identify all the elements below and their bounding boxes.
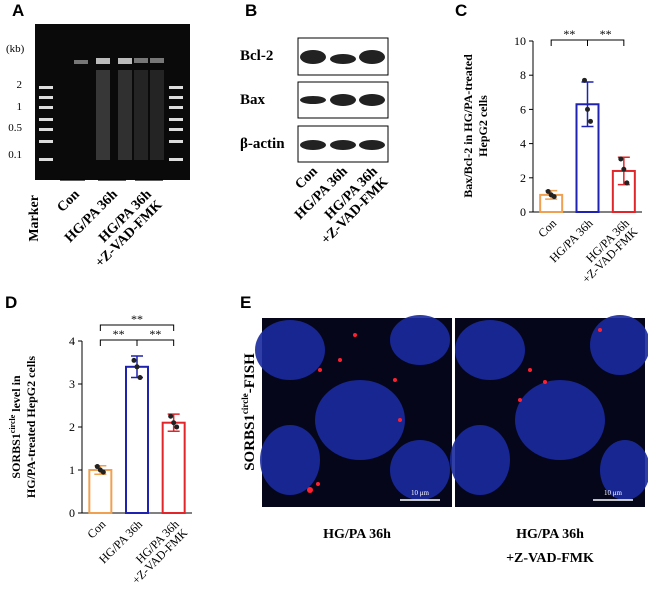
data-point — [618, 156, 624, 162]
protein-label: β-actin — [240, 136, 285, 152]
significance-label: ** — [149, 327, 161, 341]
lane-label: Marker — [27, 195, 42, 242]
data-point — [582, 77, 587, 83]
y-tick-label: 6 — [520, 102, 526, 116]
size-label: 0.5 — [8, 122, 22, 134]
significance-bracket — [136, 339, 175, 346]
y-tick-label: 3 — [69, 377, 75, 391]
y-label-part: SORBS1 — [9, 433, 23, 478]
y-tick-label: 0 — [520, 205, 526, 219]
data-point — [137, 375, 143, 381]
caption: HG/PA 36h +Z-VAD-FMK — [506, 527, 594, 566]
side-label-part: circle — [240, 393, 250, 414]
significance-label: ** — [113, 327, 125, 341]
panel-label: E — [240, 293, 251, 312]
caption-line: +Z-VAD-FMK — [506, 551, 594, 566]
y-label-part: HG/PA-treated HepG2 cells — [24, 356, 38, 499]
x-tick-label: Con — [84, 517, 108, 541]
blots — [297, 37, 389, 163]
protein-label: Bax — [240, 92, 266, 108]
y-label-part: circle — [8, 414, 17, 433]
data-point — [94, 464, 100, 470]
gel-unit: (kb) — [6, 43, 25, 55]
y-tick-label: 8 — [520, 68, 526, 82]
scale-label: 10 μm — [411, 489, 430, 497]
caption: HG/PA 36h — [323, 527, 391, 542]
bar — [88, 469, 113, 514]
y-tick-label: 0 — [69, 506, 75, 520]
bar — [125, 365, 149, 514]
y-axis-label: Bax/Bcl-2 in HG/PA-treatedHepG2 cells — [461, 54, 490, 198]
side-label: SORBS1circle-FISH — [240, 353, 258, 471]
lane-label: Con — [55, 187, 83, 215]
lane-label: HG/PA 36h+Z-VAD-FMK — [82, 187, 165, 270]
data-point — [621, 166, 627, 172]
fish-images — [255, 315, 648, 507]
data-point — [588, 118, 593, 124]
significance-label: ** — [563, 27, 575, 41]
size-label: 0.1 — [8, 149, 22, 161]
caption-line: HG/PA 36h — [323, 527, 391, 542]
panel-label: A — [12, 1, 24, 20]
data-point — [168, 413, 174, 419]
data-point — [551, 194, 557, 200]
gel — [35, 24, 190, 181]
y-tick-label: 2 — [69, 420, 75, 434]
y-tick-label: 4 — [520, 137, 526, 151]
panel-label: D — [5, 293, 17, 312]
caption-line: HG/PA 36h — [516, 527, 584, 542]
y-label-part: level in — [9, 375, 23, 415]
lane-label: HG/PA 36h+Z-VAD-FMK — [308, 164, 391, 247]
y-axis-label-line: Bax/Bcl-2 in HG/PA-treated — [461, 54, 475, 198]
side-label-part: -FISH — [242, 353, 258, 393]
significance-label: ** — [600, 27, 612, 41]
data-point — [545, 188, 551, 194]
significance-bracket — [587, 39, 625, 46]
data-point — [100, 469, 106, 475]
y-axis-label-line: HepG2 cells — [476, 95, 490, 157]
y-tick-label: 2 — [520, 171, 526, 185]
protein-label: Bcl-2 — [240, 48, 273, 64]
data-point — [624, 180, 630, 186]
y-tick-label: 4 — [69, 334, 75, 348]
panel-label: B — [245, 1, 257, 20]
y-tick-label: 1 — [69, 463, 75, 477]
side-label-part: SORBS1 — [242, 414, 258, 471]
data-point — [134, 364, 140, 370]
bar — [161, 421, 186, 515]
size-label: 2 — [17, 79, 23, 91]
data-point — [131, 357, 137, 363]
data-point — [174, 424, 180, 430]
size-label: 1 — [17, 101, 23, 113]
y-tick-label: 10 — [514, 34, 526, 48]
significance-bracket — [99, 324, 175, 331]
y-axis-label: SORBS1circle level inHG/PA-treated HepG2… — [8, 356, 38, 499]
panel-label: C — [455, 1, 467, 20]
scale-label: 10 μm — [604, 489, 623, 497]
data-point — [171, 420, 177, 426]
x-tick-label: Con — [535, 216, 559, 240]
significance-label: ** — [131, 312, 143, 326]
data-point — [585, 106, 590, 112]
